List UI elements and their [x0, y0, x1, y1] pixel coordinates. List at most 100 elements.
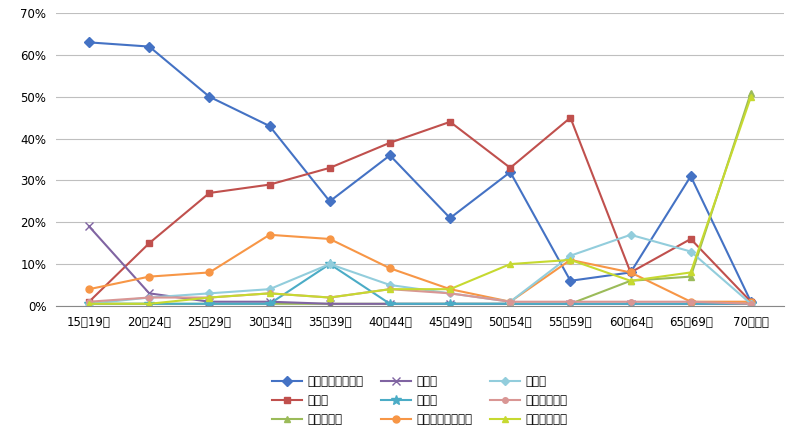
交通の利便性: [626, 299, 635, 304]
交通の利便性: [325, 295, 334, 300]
転　動: [506, 165, 515, 170]
結婚・離婚・縁組: [746, 299, 756, 304]
転　動: [566, 115, 575, 120]
転　動: [265, 182, 274, 187]
転　動: [205, 191, 214, 196]
卒　業: [385, 301, 394, 306]
交通の利便性: [446, 291, 455, 296]
就職・転職・転業: [686, 173, 695, 179]
交通の利便性: [506, 299, 515, 304]
退職・廃業: [145, 301, 154, 306]
交通の利便性: [385, 287, 394, 292]
就職・転職・転業: [265, 123, 274, 128]
退職・廃業: [626, 278, 635, 284]
生活の利便性: [265, 291, 274, 296]
卒　業: [686, 301, 695, 306]
就職・転職・転業: [145, 44, 154, 49]
卒　業: [746, 301, 756, 306]
交通の利便性: [84, 299, 94, 304]
就職・転職・転業: [626, 270, 635, 275]
住　宅: [506, 299, 515, 304]
交通の利便性: [265, 291, 274, 296]
退職・廃業: [205, 301, 214, 306]
転　動: [746, 299, 756, 304]
就職・転職・転業: [506, 170, 515, 175]
住　宅: [84, 301, 94, 306]
就　学: [506, 301, 515, 306]
結婚・離婚・縁組: [566, 257, 575, 263]
生活の利便性: [325, 295, 334, 300]
退職・廃業: [446, 301, 455, 306]
卒　業: [145, 301, 154, 306]
結婚・離婚・縁組: [626, 270, 635, 275]
就職・転職・転業: [84, 40, 94, 45]
転　動: [325, 165, 334, 170]
就職・転職・転業: [205, 94, 214, 99]
交通の利便性: [145, 295, 154, 300]
結婚・離婚・縁組: [325, 236, 334, 242]
結婚・離婚・縁組: [385, 266, 394, 271]
結婚・離婚・縁組: [686, 299, 695, 304]
住　宅: [325, 261, 334, 267]
結婚・離婚・縁組: [506, 299, 515, 304]
生活の利便性: [746, 94, 756, 99]
転　動: [84, 299, 94, 304]
卒　業: [325, 261, 334, 267]
退職・廃業: [84, 301, 94, 306]
就職・転職・転業: [385, 153, 394, 158]
生活の利便性: [145, 301, 154, 306]
結婚・離婚・縁組: [145, 274, 154, 279]
退職・廃業: [325, 301, 334, 306]
結婚・離婚・縁組: [265, 232, 274, 237]
Line: 就職・転職・転業: 就職・転職・転業: [86, 39, 754, 305]
退職・廃業: [506, 301, 515, 306]
結婚・離婚・縁組: [84, 287, 94, 292]
就　学: [325, 301, 334, 306]
結婚・離婚・縁組: [446, 287, 455, 292]
就　学: [84, 224, 94, 229]
卒　業: [566, 301, 575, 306]
Line: 結婚・離婚・縁組: 結婚・離婚・縁組: [86, 231, 754, 305]
卒　業: [446, 301, 455, 306]
住　宅: [746, 301, 756, 306]
就職・転職・転業: [566, 278, 575, 284]
生活の利便性: [566, 257, 575, 263]
生活の利便性: [506, 261, 515, 267]
就　学: [265, 299, 274, 304]
卒　業: [626, 301, 635, 306]
生活の利便性: [626, 278, 635, 284]
卒　業: [84, 301, 94, 306]
就　学: [566, 301, 575, 306]
転　動: [686, 236, 695, 242]
転　動: [385, 140, 394, 146]
卒　業: [265, 301, 274, 306]
卒　業: [205, 301, 214, 306]
生活の利便性: [385, 287, 394, 292]
退職・廃業: [566, 301, 575, 306]
住　宅: [205, 291, 214, 296]
就職・転職・転業: [446, 215, 455, 221]
就　学: [626, 301, 635, 306]
就　学: [145, 291, 154, 296]
就　学: [205, 299, 214, 304]
生活の利便性: [84, 301, 94, 306]
Line: 退職・廃業: 退職・廃業: [86, 89, 754, 307]
就職・転職・転業: [746, 299, 756, 304]
交通の利便性: [205, 295, 214, 300]
交通の利便性: [746, 301, 756, 306]
住　宅: [686, 249, 695, 254]
退職・廃業: [746, 90, 756, 95]
住　宅: [145, 295, 154, 300]
交通の利便性: [566, 299, 575, 304]
住　宅: [626, 232, 635, 237]
生活の利便性: [446, 287, 455, 292]
Line: 住　宅: 住 宅: [86, 232, 754, 307]
退職・廃業: [265, 301, 274, 306]
卒　業: [506, 301, 515, 306]
Line: 生活の利便性: 生活の利便性: [86, 93, 754, 307]
就　学: [746, 301, 756, 306]
Legend: 就職・転職・転業, 転　動, 退職・廃業, 就　学, 卒　業, 結婚・離婚・縁組, 住　宅, 交通の利便性, 生活の利便性: 就職・転職・転業, 転 動, 退職・廃業, 就 学, 卒 業, 結婚・離婚・縁組…: [267, 371, 573, 430]
住　宅: [566, 253, 575, 258]
退職・廃業: [686, 274, 695, 279]
住　宅: [385, 282, 394, 288]
